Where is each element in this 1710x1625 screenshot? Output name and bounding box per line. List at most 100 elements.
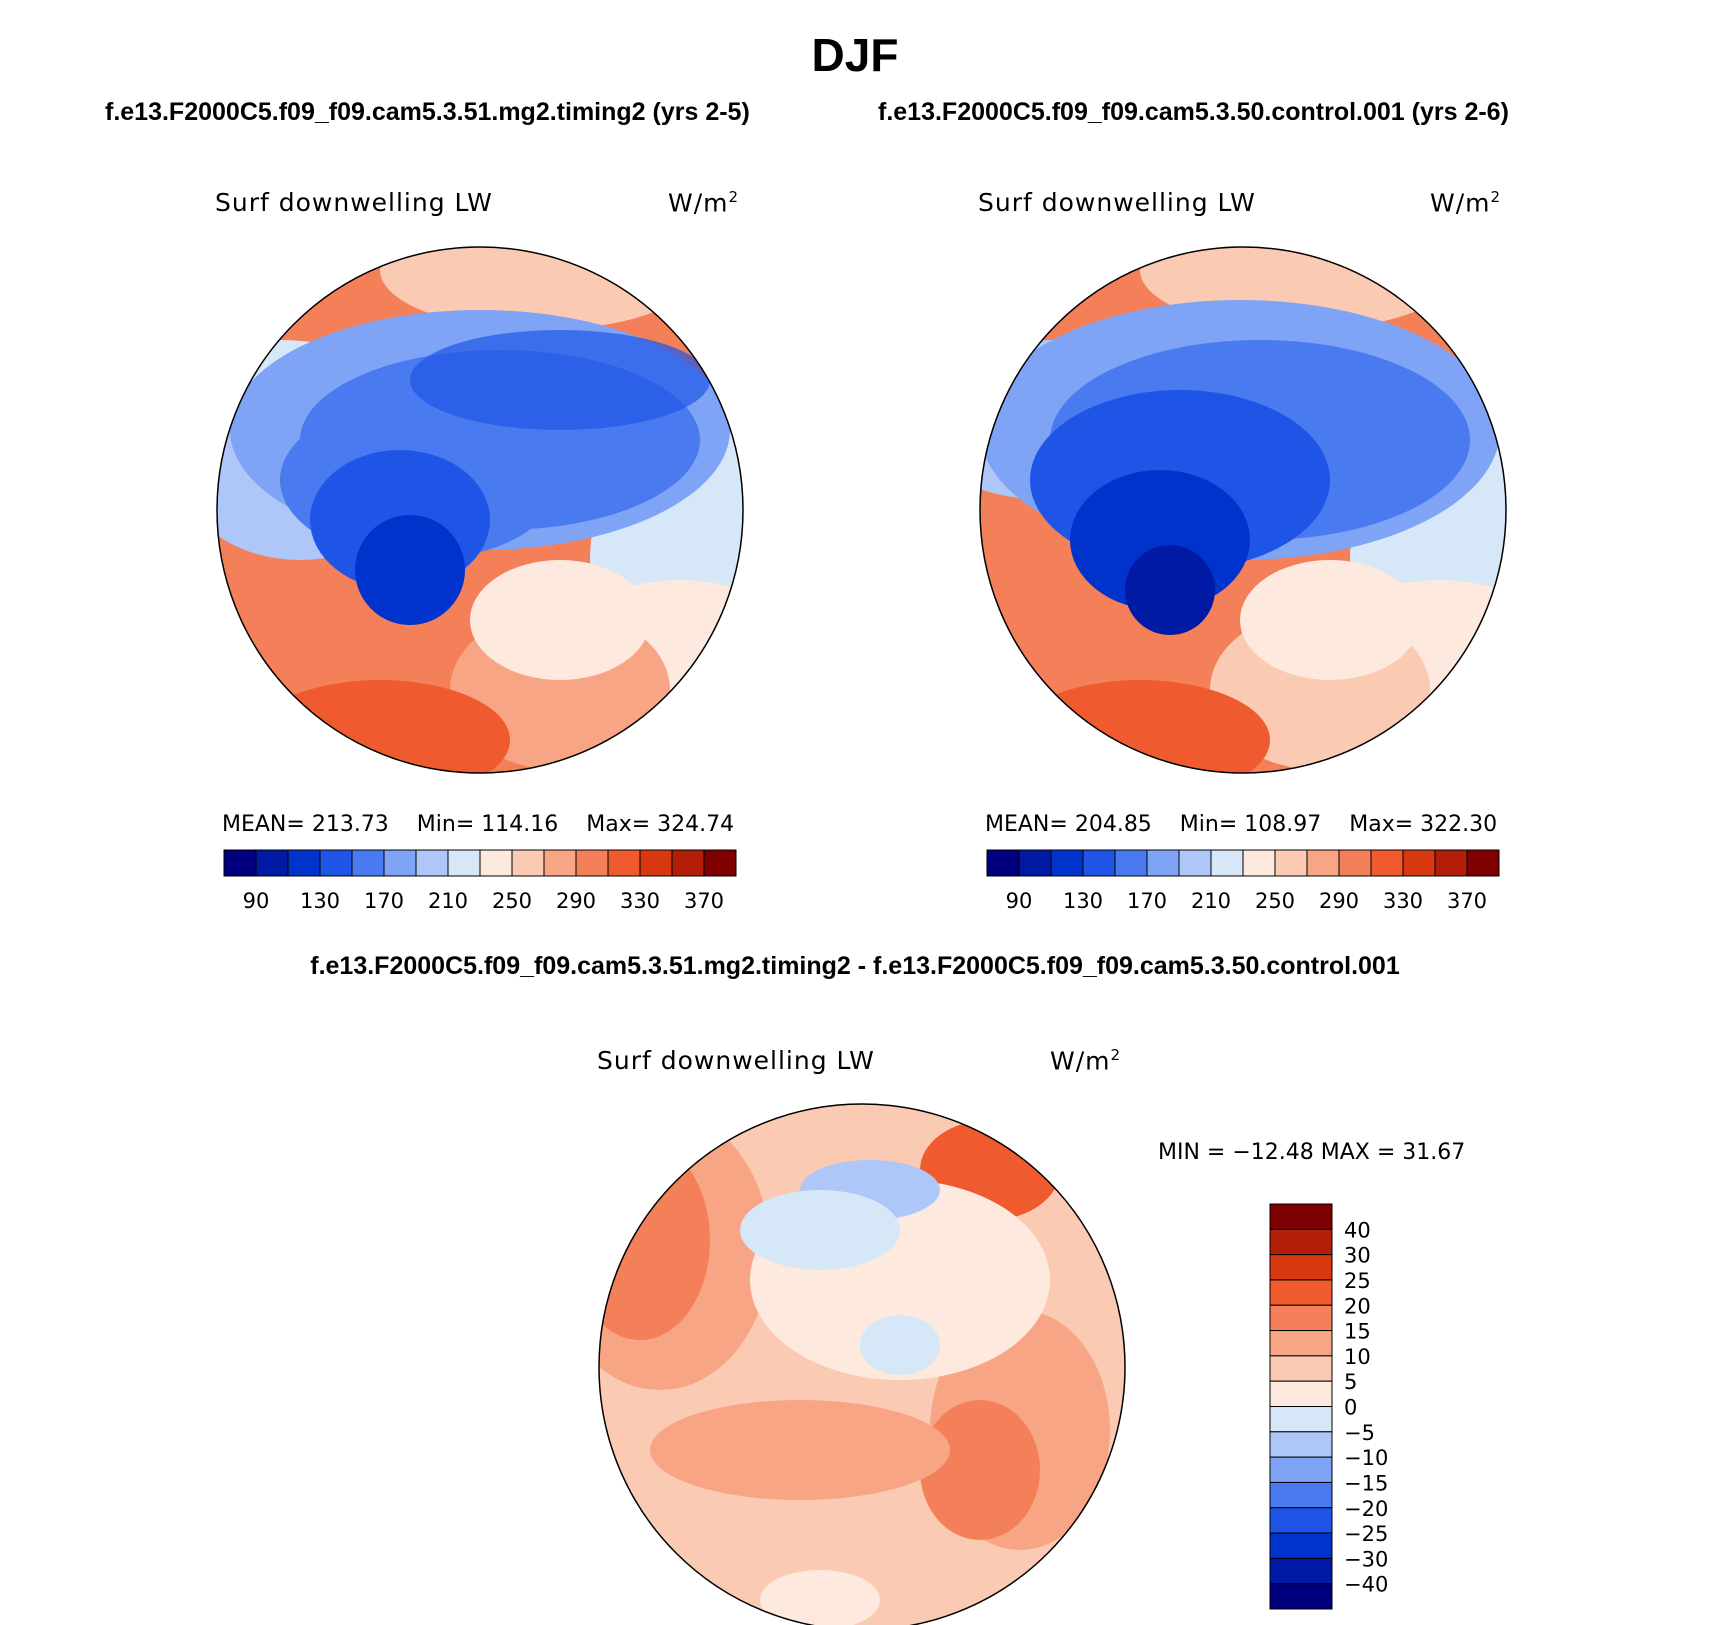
- panel1-colorbar-tick-label: 90: [243, 889, 270, 913]
- panel2-colorbar-tick-label: 330: [1383, 889, 1423, 913]
- panel3-colorbar-swatch: [1269, 1279, 1333, 1306]
- panel1-colorbar-swatch: [575, 849, 609, 877]
- panel3-colorbar-swatch: [1269, 1507, 1333, 1534]
- panel2-colorbar: 90 130 170 210 250 290 330 370: [986, 849, 1500, 913]
- panel3-colorbar-swatch: [1269, 1532, 1333, 1559]
- panel1-colorbar-swatch: [223, 849, 257, 877]
- panel1-colorbar-swatch: [479, 849, 513, 877]
- panel3-colorbar-swatch: [1269, 1254, 1333, 1281]
- panel2-map: [980, 247, 1506, 773]
- panel3-colorbar-tick-label: −20: [1344, 1497, 1388, 1521]
- panel3-colorbar-swatch: [1269, 1406, 1333, 1433]
- panel3-colorbar-swatch: [1269, 1380, 1333, 1407]
- panel3-colorbar-swatch: [1269, 1431, 1333, 1458]
- panel1-colorbar-swatch: [383, 849, 417, 877]
- case2-title: f.e13.F2000C5.f09_f09.cam5.3.50.control.…: [878, 98, 1509, 126]
- panel3-colorbar-tick-label: 40: [1344, 1218, 1371, 1242]
- panel2-colorbar-swatch: [1146, 849, 1180, 877]
- panel3-colorbar-tick-label: 5: [1344, 1370, 1357, 1394]
- panel3-colorbar-tick-label: 10: [1344, 1345, 1371, 1369]
- panel2-colorbar-swatch: [1370, 849, 1404, 877]
- panel1-colorbar-swatch: [447, 849, 481, 877]
- panel2-colorbar-swatch: [1050, 849, 1084, 877]
- panel2-colorbar-swatch: [1242, 849, 1276, 877]
- panel2-colorbar-tick-label: 170: [1127, 889, 1167, 913]
- panel3-colorbar-tick-label: 20: [1344, 1294, 1371, 1318]
- panel3-colorbar-tick-label: −40: [1344, 1573, 1388, 1597]
- panel2-colorbar-swatch: [1082, 849, 1116, 877]
- panel3-units-label: W/m2: [1050, 1046, 1122, 1076]
- panel2-colorbar-swatch: [1178, 849, 1212, 877]
- panel3-colorbar-swatch: [1269, 1330, 1333, 1357]
- panel2-colorbar-tick-label: 250: [1255, 889, 1295, 913]
- panel2-colorbar-swatch: [1402, 849, 1436, 877]
- panel1-colorbar-swatch: [671, 849, 705, 877]
- panel1-colorbar-swatch: [543, 849, 577, 877]
- case1-title: f.e13.F2000C5.f09_f09.cam5.3.51.mg2.timi…: [105, 98, 750, 126]
- panel3-colorbar-tick-label: −10: [1344, 1446, 1388, 1470]
- panel1-colorbar-swatch: [351, 849, 385, 877]
- panel2-variable-label: Surf downwelling LW: [978, 188, 1256, 217]
- panel1-colorbar-tick-label: 130: [300, 889, 340, 913]
- panel3-variable-label: Surf downwelling LW: [597, 1046, 875, 1075]
- panel3-colorbar-tick-label: 0: [1344, 1396, 1357, 1420]
- panel2-colorbar-tick-label: 90: [1006, 889, 1033, 913]
- panel3-colorbar-tick-label: −15: [1344, 1471, 1388, 1495]
- panel3-colorbar-swatch: [1269, 1355, 1333, 1382]
- panel2-colorbar-tick-label: 290: [1319, 889, 1359, 913]
- panel1-colorbar-tick-label: 370: [684, 889, 724, 913]
- panel3-colorbar-tick-label: 25: [1344, 1269, 1371, 1293]
- panel1-colorbar-swatch: [511, 849, 545, 877]
- panel3-colorbar-swatch: [1269, 1456, 1333, 1483]
- panel1-units-label: W/m2: [668, 188, 740, 218]
- panel2-colorbar-swatch: [1018, 849, 1052, 877]
- panel1-map: [217, 247, 743, 773]
- panel1-colorbar-swatch: [319, 849, 353, 877]
- panel1-stats: MEAN= 213.73 Min= 114.16 Max= 324.74: [222, 812, 735, 837]
- panel1-colorbar-swatch: [703, 849, 737, 877]
- panel3-colorbar-swatch: [1269, 1304, 1333, 1332]
- panel2-colorbar-swatch: [986, 849, 1020, 877]
- panel1-colorbar-tick-label: 250: [492, 889, 532, 913]
- panel2-colorbar-tick-label: 210: [1191, 889, 1231, 913]
- panel2-colorbar-swatch: [1306, 849, 1340, 877]
- panel2-stats: MEAN= 204.85 Min= 108.97 Max= 322.30: [985, 812, 1498, 837]
- panel2-colorbar-tick-label: 130: [1063, 889, 1103, 913]
- panel3-colorbar-tick-label: −5: [1344, 1421, 1375, 1445]
- panel2-colorbar-swatch: [1114, 849, 1148, 877]
- panel2-colorbar-tick-label: 370: [1447, 889, 1487, 913]
- panel1-colorbar: 90 130 170 210 250 290 330 370: [223, 849, 737, 913]
- panel3-colorbar-tick-label: 30: [1344, 1244, 1371, 1268]
- panel1-colorbar-swatch: [255, 849, 289, 877]
- panel3-colorbar-tick-label: −25: [1344, 1522, 1388, 1546]
- panel1-colorbar-swatch: [639, 849, 673, 877]
- figure-title: DJF: [811, 29, 899, 81]
- panel1-colorbar-swatch: [287, 849, 321, 877]
- panel2-colorbar-swatch: [1434, 849, 1468, 877]
- panel2-map-border: [979, 246, 1507, 774]
- panel1-colorbar-tick-label: 290: [556, 889, 596, 913]
- panel2-units-label: W/m2: [1430, 188, 1502, 218]
- panel3-colorbar-swatch: [1269, 1557, 1333, 1585]
- panel3-colorbar-tick-label: −30: [1344, 1547, 1388, 1571]
- panel1-map-border: [216, 246, 744, 774]
- panel3-map: [599, 1104, 1125, 1625]
- panel1-colorbar-tick-label: 170: [364, 889, 404, 913]
- panel3-colorbar-swatch: [1269, 1203, 1333, 1230]
- panel3-stats: MIN = −12.48 MAX = 31.67: [1158, 1140, 1466, 1165]
- panel1-colorbar-swatch: [607, 849, 641, 877]
- panel3-colorbar-swatch: [1269, 1481, 1333, 1509]
- panel2-colorbar-swatch: [1466, 849, 1500, 877]
- panel2-colorbar-swatch: [1210, 849, 1244, 877]
- panel3-colorbar-swatch: [1269, 1228, 1333, 1256]
- panel1-colorbar-tick-label: 330: [620, 889, 660, 913]
- panel3-map-border: [598, 1103, 1126, 1625]
- panel3-colorbar-swatch: [1269, 1583, 1333, 1610]
- panel1-colorbar-swatch: [415, 849, 449, 877]
- difference-title: f.e13.F2000C5.f09_f09.cam5.3.51.mg2.timi…: [310, 952, 1400, 980]
- panel2-colorbar-swatch: [1274, 849, 1308, 877]
- panel1-variable-label: Surf downwelling LW: [215, 188, 493, 217]
- panel2-colorbar-swatch: [1338, 849, 1372, 877]
